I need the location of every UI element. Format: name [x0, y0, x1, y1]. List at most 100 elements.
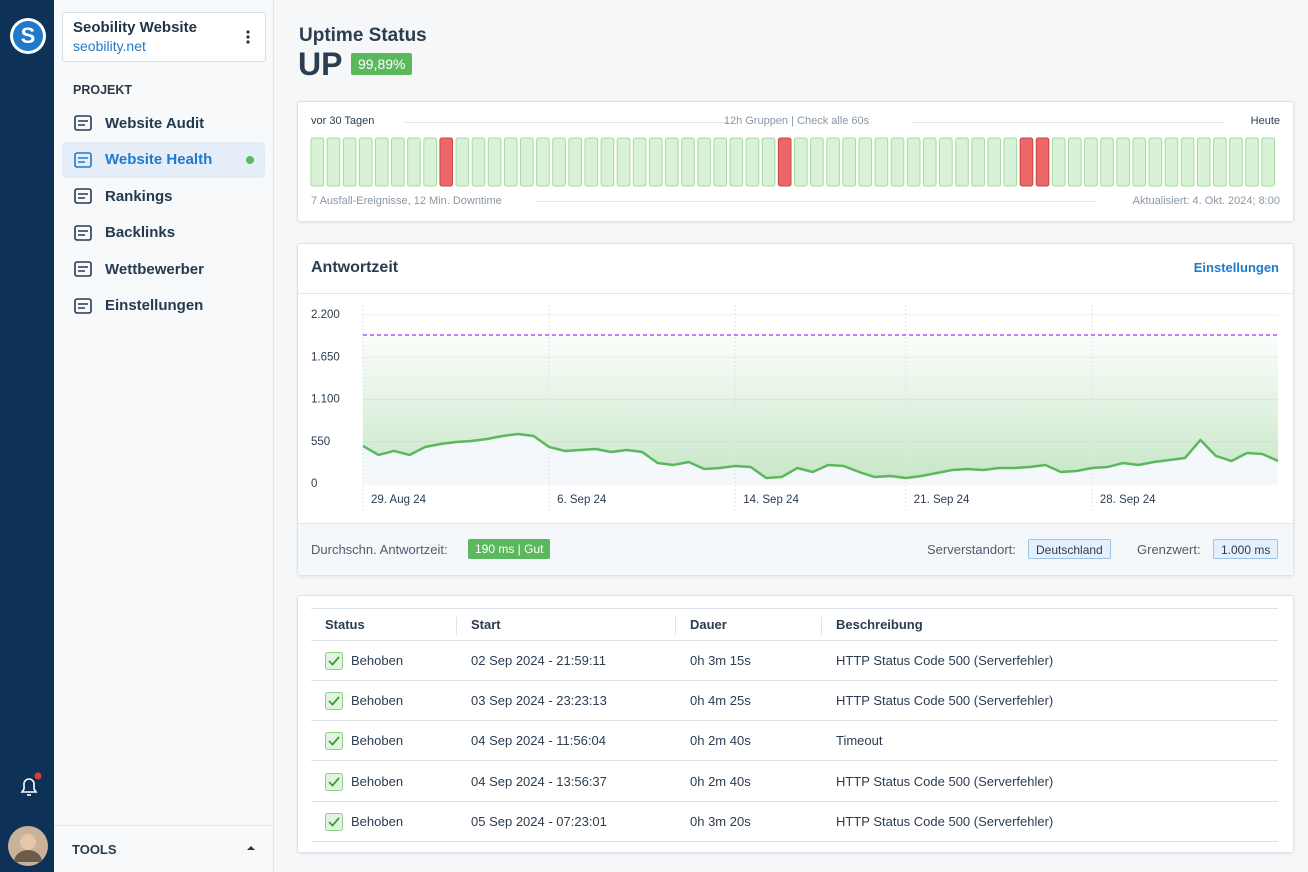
icon-shape [74, 224, 92, 241]
divider [536, 201, 1096, 202]
divider [912, 122, 1224, 123]
icon-shape [328, 696, 340, 707]
cell: Behoben [351, 693, 404, 709]
nav-icon [74, 224, 92, 241]
avg-label: Durchschn. Antwortzeit: [311, 542, 448, 557]
nav-icon [74, 151, 92, 168]
icon-shape [78, 156, 88, 163]
nav-item[interactable]: Rankings [62, 178, 265, 214]
icon-shape [328, 777, 340, 787]
icon-shape [78, 120, 88, 126]
cell: HTTP Status Code 500 (Serverfehler) [836, 653, 1054, 668]
svg-text:S: S [21, 23, 36, 48]
nav-label: Website Health [105, 151, 213, 168]
tools-toggle[interactable]: TOOLS [54, 825, 273, 872]
cell: Behoben [351, 813, 404, 829]
icon-shape [78, 266, 88, 272]
divider [298, 293, 1293, 294]
cell: 05 Sep 2024 - 07:23:01 [471, 813, 607, 829]
active-dot [246, 155, 254, 164]
nav-item[interactable]: Website Health [62, 141, 265, 178]
icon-shape [328, 817, 340, 827]
project-card[interactable]: Seobility Website seobility.net [62, 12, 266, 62]
notifications[interactable] [18, 772, 42, 800]
cell: Behoben [351, 653, 404, 668]
cell: HTTP Status Code 500 (Serverfehler) [836, 693, 1054, 709]
table-row: Behoben 02 Sep 2024 - 21:59:11 0h 3m 15s HT… [311, 641, 1278, 681]
icon-shape [74, 261, 92, 277]
nav-label: Website Audit [105, 114, 205, 132]
column-divider [456, 617, 457, 635]
cell: 0h 2m 40s [690, 733, 751, 749]
check-icon [325, 812, 343, 831]
column-header[interactable]: Status [325, 617, 365, 632]
icon-shape [325, 652, 343, 670]
uptime-card: vor 30 Tagen 12h Gruppen | Check alle 60… [297, 101, 1294, 222]
cell: 0h 3m 20s [690, 813, 751, 829]
check-icon [325, 772, 343, 791]
logo[interactable]: S [10, 18, 46, 54]
column-header[interactable]: Start [471, 617, 501, 632]
range-start: vor 30 Tagen [311, 115, 375, 127]
nav-item[interactable]: Wettbewerber [62, 251, 265, 287]
cell: 0h 3m 15s [690, 653, 751, 668]
nav-label: Rankings [105, 187, 173, 205]
icon-shape [328, 656, 340, 666]
limit-label: Grenzwert: [1137, 542, 1201, 557]
icon-shape [74, 297, 92, 314]
tools-label: TOOLS [72, 842, 117, 857]
settings-link[interactable]: Einstellungen [1193, 260, 1279, 275]
divider [404, 122, 729, 123]
nav-label: Einstellungen [105, 297, 204, 314]
check-icon [325, 692, 343, 711]
cell: HTTP Status Code 500 (Serverfehler) [836, 813, 1054, 829]
nav-item[interactable]: Einstellungen [62, 288, 265, 324]
downtime-summary: 7 Ausfall-Ereignisse, 12 Min. Downtime [311, 195, 502, 207]
check-icon [325, 652, 343, 670]
incident-card [297, 595, 1294, 853]
project-name: Seobility Website [73, 19, 197, 36]
nav-label: Backlinks [105, 224, 176, 241]
cell: 04 Sep 2024 - 13:56:37 [471, 773, 607, 789]
card-title: Antwortzeit [311, 259, 399, 276]
cell: 02 Sep 2024 - 21:59:11 [471, 653, 606, 668]
icon-shape [74, 188, 92, 204]
check-icon [325, 732, 343, 751]
uptime-badge: 99,89% [351, 53, 413, 75]
table-header: Status Start Dauer Beschreibung [311, 608, 1278, 641]
nav-item[interactable]: Website Audit [62, 105, 265, 141]
table-row: Behoben 04 Sep 2024 - 11:56:04 0h 2m 40s Ti… [311, 721, 1278, 762]
icon-shape [78, 302, 88, 309]
cell: Behoben [351, 773, 404, 789]
app-rail: S [0, 0, 54, 872]
card-footer: Durchschn. Antwortzeit: 190 ms | Gut Ser… [298, 523, 1293, 575]
cell: 0h 4m 25s [690, 693, 751, 709]
range-info: 12h Gruppen | Check alle 60s [723, 115, 870, 127]
column-header[interactable]: Dauer [690, 617, 727, 632]
status: UP [298, 46, 343, 82]
avg-value: 190 ms | Gut [468, 539, 551, 559]
location-label: Serverstandort: [927, 542, 1016, 557]
nav-icon [74, 297, 92, 314]
icon-shape [78, 193, 88, 199]
cell: Behoben [351, 733, 404, 749]
section-label: PROJEKT [73, 83, 133, 97]
icon-shape [78, 229, 88, 236]
limit: 1.000 ms [1213, 539, 1279, 559]
icon-shape [74, 151, 92, 168]
caret [247, 846, 255, 850]
kebab-menu[interactable] [245, 29, 251, 45]
avatar[interactable] [8, 826, 48, 866]
cell: HTTP Status Code 500 (Serverfehler) [836, 773, 1054, 789]
icon-shape [328, 736, 340, 747]
table-row: Behoben 05 Sep 2024 - 07:23:01 0h 3m 20s HT… [311, 802, 1278, 842]
range-end: Heute [1250, 115, 1280, 127]
column-header[interactable]: Beschreibung [836, 617, 923, 632]
nav-item[interactable]: Backlinks [62, 215, 265, 251]
cell: 0h 2m 40s [690, 773, 751, 789]
table-row: Behoben 04 Sep 2024 - 13:56:37 0h 2m 40s HT… [311, 762, 1278, 802]
cell: 04 Sep 2024 - 11:56:04 [471, 733, 606, 749]
cell: 03 Sep 2024 - 23:23:13 [471, 693, 607, 709]
page-title: Uptime Status [299, 25, 427, 46]
